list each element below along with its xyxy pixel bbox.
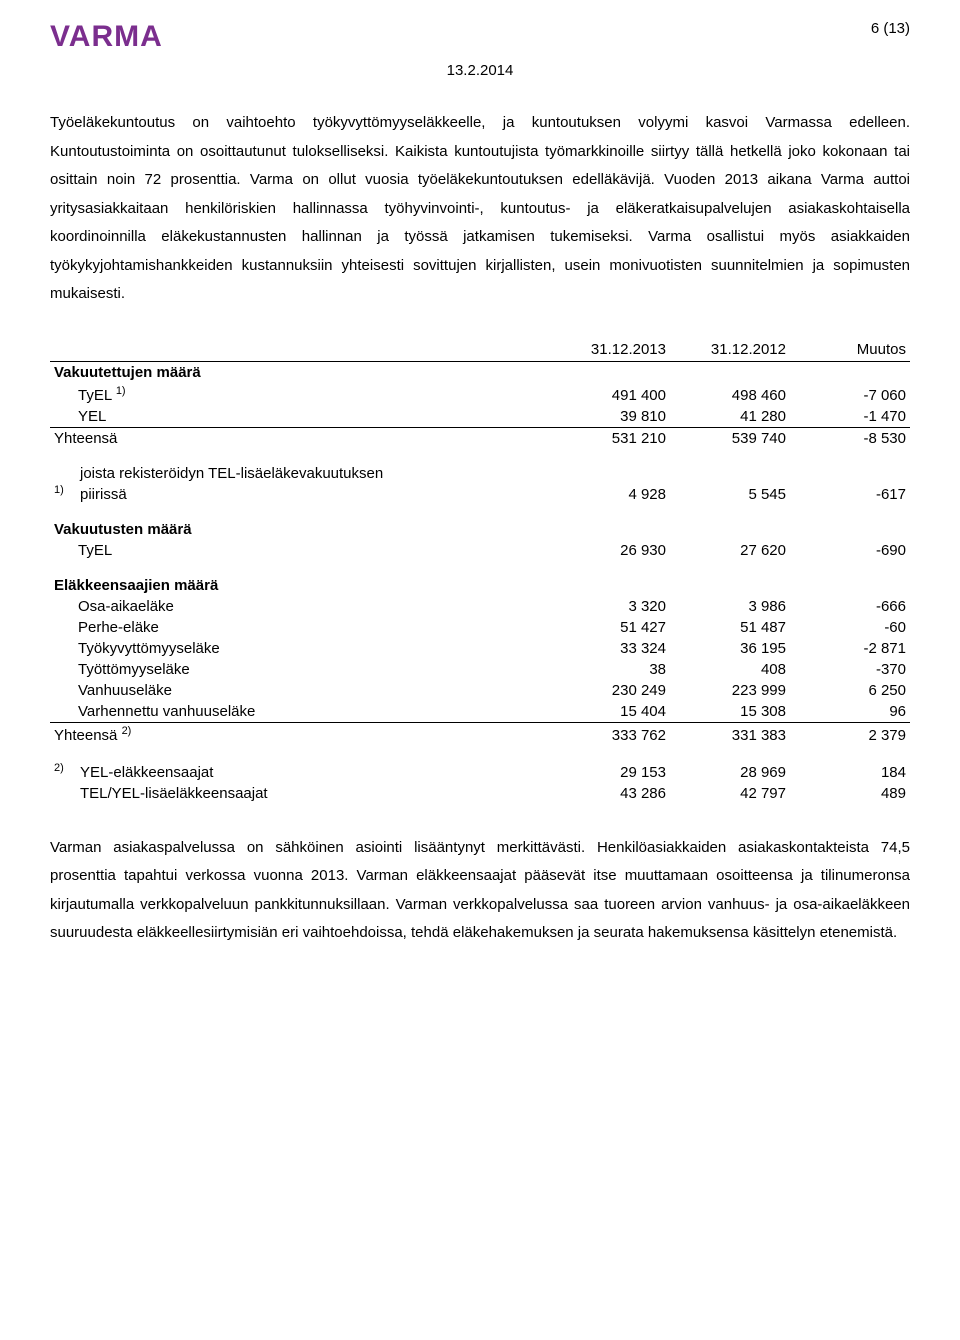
table-total-row: Yhteensä 531 210 539 740 -8 530 (50, 427, 910, 449)
cell: 15 404 (550, 701, 670, 723)
col-header-2013: 31.12.2013 (550, 339, 670, 362)
cell: 408 (670, 659, 790, 680)
cell: 96 (790, 701, 910, 723)
page-number: 6 (13) (871, 20, 910, 37)
cell: 36 195 (670, 638, 790, 659)
table-row: Osa-aikaeläke 3 320 3 986 -666 (50, 596, 910, 617)
cell: 42 797 (670, 783, 790, 804)
cell: 3 320 (550, 596, 670, 617)
cell: 498 460 (670, 383, 790, 406)
superscript: 1) (54, 484, 64, 496)
cell: 51 427 (550, 617, 670, 638)
footnote-text-2: piirissä (76, 484, 550, 505)
section-vakuutusten: Vakuutusten määrä (50, 519, 910, 540)
section-vakuutettujen: Vakuutettujen määrä (50, 361, 910, 383)
section-title: Eläkkeensaajien määrä (50, 575, 910, 596)
cell: 331 383 (670, 722, 790, 746)
cell: 4 928 (550, 484, 670, 505)
superscript: 2) (54, 762, 64, 774)
row-label: Työttömyyseläke (50, 659, 550, 680)
col-header-change: Muutos (790, 339, 910, 362)
cell: 2 379 (790, 722, 910, 746)
cell: 38 (550, 659, 670, 680)
row-label: YEL-eläkkeensaajat (76, 760, 550, 783)
cell: -60 (790, 617, 910, 638)
document-date: 13.2.2014 (50, 62, 910, 79)
header: VARMA 6 (13) (50, 20, 910, 54)
table-row: Vanhuuseläke 230 249 223 999 6 250 (50, 680, 910, 701)
table-row: Työkyvyttömyyseläke 33 324 36 195 -2 871 (50, 638, 910, 659)
cell: 41 280 (670, 406, 790, 428)
cell: 491 400 (550, 383, 670, 406)
cell: 33 324 (550, 638, 670, 659)
label-text: TyEL (78, 387, 112, 404)
footnote-text-1: joista rekisteröidyn TEL-lisäeläkevakuut… (76, 463, 550, 484)
row-label: Yhteensä (50, 427, 550, 449)
footnote-row: 1) joista rekisteröidyn TEL-lisäeläkevak… (50, 463, 910, 505)
table-row: TyEL 1) 491 400 498 460 -7 060 (50, 383, 910, 406)
row-label: TEL/YEL-lisäeläkkeensaajat (76, 783, 550, 804)
cell: 223 999 (670, 680, 790, 701)
cell: 6 250 (790, 680, 910, 701)
table-row: YEL 39 810 41 280 -1 470 (50, 406, 910, 428)
statistics-table: 31.12.2013 31.12.2012 Muutos Vakuutettuj… (50, 339, 910, 804)
superscript: 2) (122, 725, 132, 737)
cell: 15 308 (670, 701, 790, 723)
cell: 29 153 (550, 760, 670, 783)
row-label: TyEL (50, 540, 550, 561)
cell: -1 470 (790, 406, 910, 428)
row-label: YEL (50, 406, 550, 428)
col-header-2012: 31.12.2012 (670, 339, 790, 362)
table-header-row: 31.12.2013 31.12.2012 Muutos (50, 339, 910, 362)
cell: -690 (790, 540, 910, 561)
cell: 333 762 (550, 722, 670, 746)
footnote-row: 2) YEL-eläkkeensaajat 29 153 28 969 184 … (50, 760, 910, 804)
cell: 27 620 (670, 540, 790, 561)
cell: -2 871 (790, 638, 910, 659)
section-title: Vakuutusten määrä (50, 519, 910, 540)
section-elakkeensaajien: Eläkkeensaajien määrä (50, 575, 910, 596)
cell: 5 545 (670, 484, 790, 505)
cell: 230 249 (550, 680, 670, 701)
cell: -7 060 (790, 383, 910, 406)
cell: 531 210 (550, 427, 670, 449)
cell: 184 (790, 760, 910, 783)
cell: 3 986 (670, 596, 790, 617)
logo: VARMA (50, 20, 163, 54)
cell: -666 (790, 596, 910, 617)
cell: 539 740 (670, 427, 790, 449)
label-text: Yhteensä (54, 727, 117, 744)
table-row: Perhe-eläke 51 427 51 487 -60 (50, 617, 910, 638)
cell: -370 (790, 659, 910, 680)
cell: 26 930 (550, 540, 670, 561)
table-total-row: Yhteensä 2) 333 762 331 383 2 379 (50, 722, 910, 746)
table-row: Työttömyyseläke 38 408 -370 (50, 659, 910, 680)
row-label: Työkyvyttömyyseläke (50, 638, 550, 659)
cell: 489 (790, 783, 910, 804)
cell: 51 487 (670, 617, 790, 638)
cell: 28 969 (670, 760, 790, 783)
row-label: Varhennettu vanhuuseläke (50, 701, 550, 723)
cell: 43 286 (550, 783, 670, 804)
row-label: Yhteensä 2) (50, 722, 550, 746)
table-row: Varhennettu vanhuuseläke 15 404 15 308 9… (50, 701, 910, 723)
row-label: Perhe-eläke (50, 617, 550, 638)
row-label: Osa-aikaeläke (50, 596, 550, 617)
section-title: Vakuutettujen määrä (50, 361, 910, 383)
cell: 39 810 (550, 406, 670, 428)
superscript: 1) (116, 385, 126, 397)
cell: -8 530 (790, 427, 910, 449)
table-row: TyEL 26 930 27 620 -690 (50, 540, 910, 561)
cell: -617 (790, 484, 910, 505)
row-label: Vanhuuseläke (50, 680, 550, 701)
row-label: TyEL 1) (50, 383, 550, 406)
paragraph-1: Työeläkekuntoutus on vaihtoehto työkyvyt… (50, 109, 910, 309)
paragraph-2: Varman asiakaspalvelussa on sähköinen as… (50, 834, 910, 948)
